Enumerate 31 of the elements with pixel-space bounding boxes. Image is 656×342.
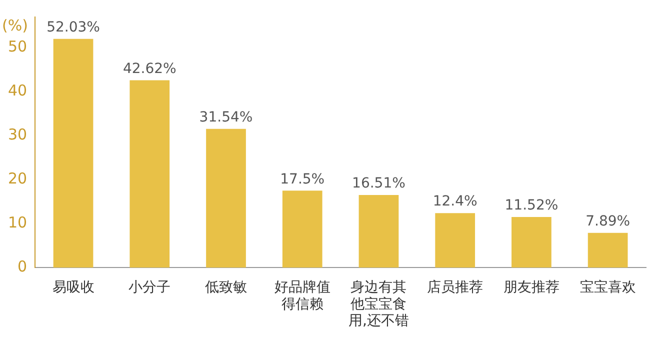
- data-label: 17.5%: [280, 171, 325, 188]
- bar: [282, 190, 322, 268]
- data-label: 11.52%: [504, 198, 558, 214]
- data-label: 7.89%: [586, 214, 630, 230]
- x-tick-label: 朋友推荐: [503, 280, 560, 296]
- y-axis-title: (%): [2, 16, 28, 34]
- x-tick-label: 身边有其他宝宝食用,还不错: [348, 280, 409, 330]
- x-tick-label: 低致敏: [204, 280, 247, 296]
- x-tick-label: 店员推荐: [427, 280, 484, 296]
- data-label: 12.4%: [432, 194, 478, 210]
- bar: [358, 195, 399, 268]
- y-tick-label: 20: [8, 170, 28, 188]
- y-tick-label: 50: [8, 38, 28, 56]
- data-label: 42.62%: [122, 60, 176, 77]
- data-label: 31.54%: [199, 110, 253, 126]
- y-tick-label: 0: [18, 257, 28, 276]
- x-tick-label: 宝宝喜欢: [580, 280, 636, 296]
- y-tick-label: 30: [8, 126, 28, 144]
- bar: [206, 128, 246, 268]
- y-tick-label: 40: [8, 82, 28, 100]
- x-tick-label: 小分子: [128, 280, 171, 296]
- y-tick-label: 10: [8, 214, 28, 232]
- bar: [588, 232, 628, 268]
- x-tick-label: 易吸收: [52, 280, 94, 296]
- bar: [53, 38, 94, 268]
- data-label: 52.03%: [46, 19, 100, 36]
- data-label: 16.51%: [352, 176, 406, 192]
- bar: [130, 80, 170, 268]
- bar: [512, 216, 552, 268]
- bar: [435, 213, 476, 268]
- x-tick-label: 好品牌值得信赖: [274, 280, 330, 312]
